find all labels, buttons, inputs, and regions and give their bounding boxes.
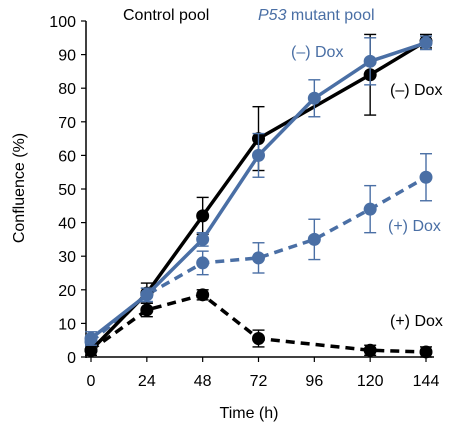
y-tick-label: 50 xyxy=(58,182,76,199)
x-tick-label: 144 xyxy=(413,373,440,390)
data-point xyxy=(252,332,265,346)
x-tick-label: 96 xyxy=(305,373,323,390)
y-tick-label: 30 xyxy=(58,249,76,266)
series-mutant-plus-dox xyxy=(84,153,433,349)
data-point xyxy=(196,209,210,223)
label-mutant-minus-dox: (–) Dox xyxy=(291,44,343,61)
y-tick-label: 100 xyxy=(49,14,76,31)
label-control-minus-dox: (–) Dox xyxy=(390,82,442,99)
data-point xyxy=(363,202,377,216)
data-point xyxy=(363,54,377,68)
legend-mutant-pool: P53 mutant pool xyxy=(258,7,375,24)
data-point xyxy=(84,332,98,346)
x-tick-label: 120 xyxy=(357,373,384,390)
x-tick-label: 48 xyxy=(194,373,212,390)
data-point xyxy=(307,91,321,105)
series-control-minus-dox xyxy=(84,33,433,357)
data-point xyxy=(419,170,433,184)
y-tick-label: 90 xyxy=(58,48,76,65)
y-tick-label: 70 xyxy=(58,115,76,132)
y-tick-label: 10 xyxy=(58,316,76,333)
data-point xyxy=(307,232,321,246)
x-tick-label: 24 xyxy=(138,373,156,390)
data-point xyxy=(140,288,154,302)
data-point xyxy=(84,343,98,357)
series-mutant-minus-dox xyxy=(84,35,433,346)
series-control-plus-dox xyxy=(84,288,433,359)
x-axis-label: Time (h) xyxy=(220,405,279,422)
data-point xyxy=(419,345,433,359)
y-tick-label: 40 xyxy=(58,216,76,233)
axes: 0 24 48 72 96 120 144 0 10 20 30 40 50 60 70 80 90 100 xyxy=(49,14,439,390)
x-tick-label: 0 xyxy=(87,373,96,390)
data-point xyxy=(252,148,265,162)
data-point xyxy=(363,343,377,357)
label-control-plus-dox: (+) Dox xyxy=(390,313,443,330)
y-tick-label: 0 xyxy=(67,350,76,367)
legend-control-pool: Control pool xyxy=(123,7,209,24)
legend-mutant-gene: P53 xyxy=(258,7,287,24)
legend-mutant-rest: mutant pool xyxy=(286,7,374,24)
label-mutant-plus-dox: (+) Dox xyxy=(388,218,441,235)
y-axis-label: Confluence (%) xyxy=(11,133,28,243)
x-tick-label: 72 xyxy=(250,373,268,390)
y-tick-label: 60 xyxy=(58,148,76,165)
data-point xyxy=(140,303,154,317)
y-tick-label: 20 xyxy=(58,283,76,300)
series-line xyxy=(89,293,427,354)
data-point xyxy=(196,232,210,246)
y-tick-label: 80 xyxy=(58,81,76,98)
series-layer xyxy=(84,33,433,359)
data-point xyxy=(419,36,433,50)
data-point xyxy=(252,251,265,265)
data-point xyxy=(196,256,210,270)
data-point xyxy=(196,288,210,302)
